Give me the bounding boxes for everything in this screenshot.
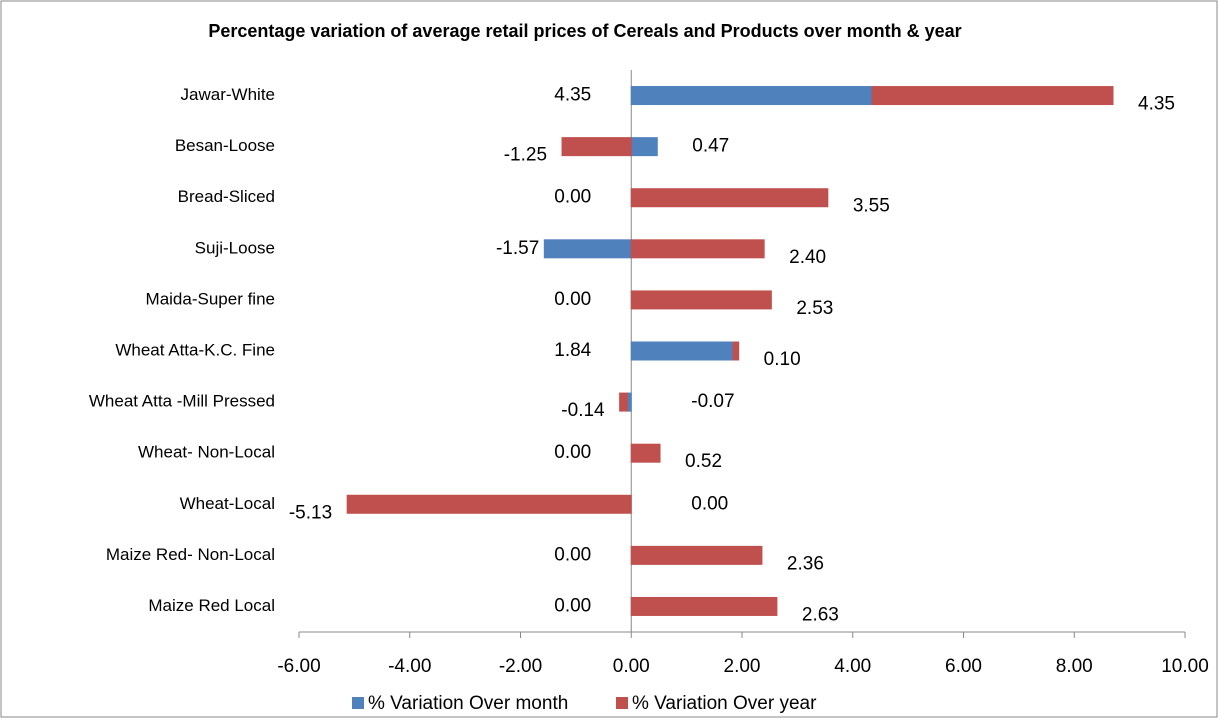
data-label: 0.00	[554, 544, 591, 565]
bar	[871, 86, 1114, 106]
bar	[630, 188, 829, 208]
bar	[630, 341, 734, 361]
data-label: -5.13	[289, 502, 332, 523]
data-label: 2.36	[787, 553, 824, 574]
legend-label: % Variation Over month	[368, 693, 568, 714]
bar	[626, 392, 632, 412]
bar	[630, 545, 763, 565]
y-tick-label: Jawar-White	[181, 85, 275, 104]
data-label: 0.52	[685, 451, 722, 472]
data-label: 2.40	[789, 247, 826, 268]
x-tick-label: 8.00	[1056, 656, 1093, 677]
bar	[346, 494, 632, 514]
bar	[630, 137, 658, 157]
y-tick-label: Suji-Loose	[195, 238, 275, 257]
bar	[630, 443, 661, 463]
data-label: 2.53	[796, 298, 833, 319]
data-label: 4.35	[1138, 94, 1175, 115]
bar	[732, 341, 740, 361]
x-tick-label: 0.00	[613, 656, 650, 677]
y-tick-label: Wheat Atta -Mill Pressed	[89, 392, 275, 411]
y-tick-label: Bread-Sliced	[178, 187, 275, 206]
data-label: 0.47	[692, 136, 729, 157]
bar	[543, 239, 632, 259]
data-label: 1.84	[554, 340, 591, 361]
legend-swatch	[616, 697, 628, 709]
chart-title: Percentage variation of average retail p…	[208, 21, 962, 41]
y-tick-label: Wheat Atta-K.C. Fine	[115, 340, 275, 359]
x-tick-label: -6.00	[277, 656, 320, 677]
y-tick-label: Besan-Loose	[175, 136, 275, 155]
x-tick-label: 10.00	[1161, 656, 1209, 677]
legend-swatch	[352, 697, 364, 709]
data-label: -0.07	[691, 391, 734, 412]
data-label: -1.25	[504, 145, 547, 166]
data-label: 2.63	[802, 604, 839, 625]
data-label: 0.00	[554, 187, 591, 208]
y-tick-label: Wheat- Non-Local	[138, 443, 275, 462]
bar	[619, 392, 628, 412]
bar	[561, 137, 632, 157]
data-label: 0.00	[554, 442, 591, 463]
bar	[630, 86, 873, 106]
x-tick-label: -4.00	[388, 656, 431, 677]
data-label: 4.35	[554, 85, 591, 106]
x-tick-label: 2.00	[724, 656, 761, 677]
legend-label: % Variation Over year	[632, 693, 817, 714]
data-label: 0.00	[554, 595, 591, 616]
y-tick-label: Maida-Super fine	[146, 289, 275, 308]
x-tick-label: 4.00	[834, 656, 871, 677]
bar	[630, 239, 765, 259]
y-tick-label: Wheat-Local	[180, 494, 275, 513]
bar	[630, 290, 772, 310]
bar	[630, 596, 778, 616]
y-tick-label: Maize Red- Non-Local	[106, 545, 275, 564]
data-label: 0.00	[691, 493, 728, 514]
x-tick-label: -2.00	[499, 656, 542, 677]
data-label: 0.00	[554, 289, 591, 310]
x-tick-label: 6.00	[945, 656, 982, 677]
data-label: 3.55	[853, 196, 890, 217]
data-label: 0.10	[764, 349, 801, 370]
data-label: -1.57	[496, 238, 539, 259]
data-label: -0.14	[561, 400, 605, 421]
y-tick-label: Maize Red Local	[148, 596, 275, 615]
